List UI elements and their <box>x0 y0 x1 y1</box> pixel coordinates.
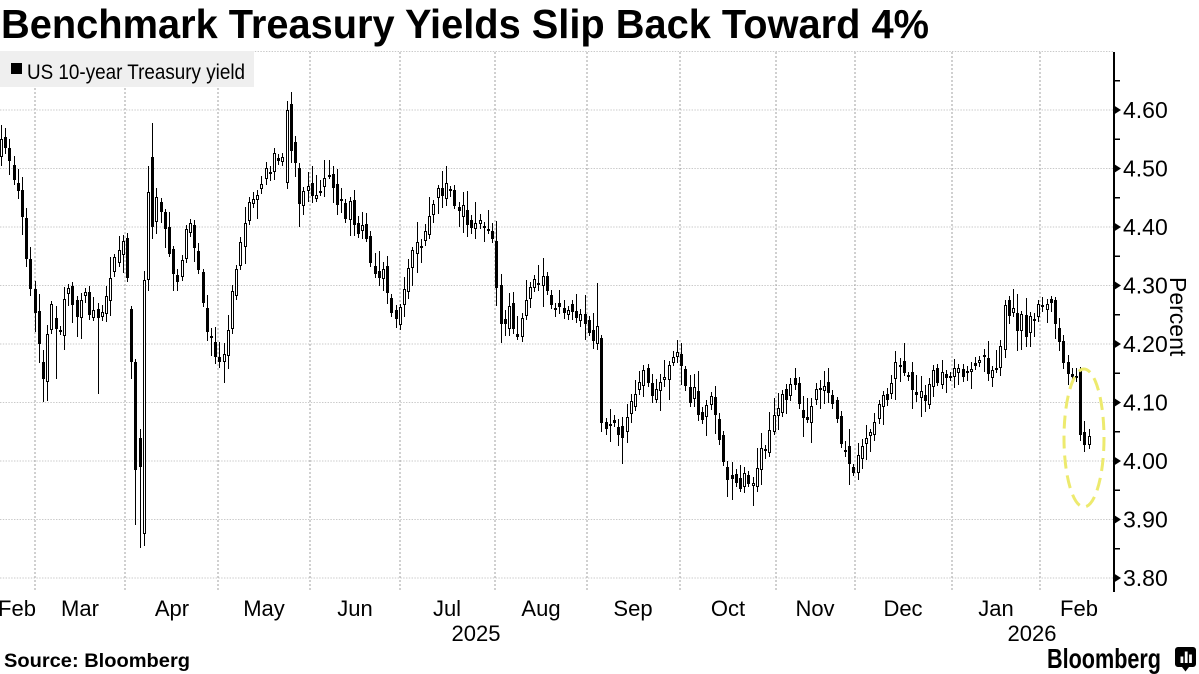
svg-text:Dec: Dec <box>883 596 922 621</box>
svg-text:4.20: 4.20 <box>1123 331 1168 357</box>
svg-text:Sep: Sep <box>613 596 652 621</box>
svg-text:Bloomberg: Bloomberg <box>1047 643 1161 674</box>
svg-text:Percent: Percent <box>1165 277 1191 357</box>
svg-text:Jun: Jun <box>337 596 372 621</box>
svg-text:4.00: 4.00 <box>1123 448 1168 474</box>
svg-text:3.90: 3.90 <box>1123 507 1168 533</box>
svg-text:US 10-year Treasury yield: US 10-year Treasury yield <box>27 61 245 84</box>
svg-text:Jan: Jan <box>978 596 1013 621</box>
svg-text:4.30: 4.30 <box>1123 273 1168 299</box>
svg-text:Feb: Feb <box>1060 596 1098 621</box>
svg-text:Feb: Feb <box>0 596 36 621</box>
svg-text:Jul: Jul <box>433 596 461 621</box>
svg-text:Mar: Mar <box>61 596 99 621</box>
svg-text:May: May <box>243 596 285 621</box>
svg-text:Aug: Aug <box>521 596 560 621</box>
svg-text:3.80: 3.80 <box>1123 565 1168 591</box>
svg-text:2026: 2026 <box>1008 621 1057 646</box>
svg-text:4.50: 4.50 <box>1123 156 1168 182</box>
svg-text:4.60: 4.60 <box>1123 97 1168 123</box>
svg-text:4.10: 4.10 <box>1123 390 1168 416</box>
svg-text:Source: Bloomberg: Source: Bloomberg <box>4 651 190 672</box>
svg-text:Benchmark Treasury Yields Slip: Benchmark Treasury Yields Slip Back Towa… <box>1 1 929 47</box>
svg-text:Apr: Apr <box>155 596 189 621</box>
svg-text:Oct: Oct <box>711 596 745 621</box>
svg-text:Nov: Nov <box>795 596 834 621</box>
svg-text:4.40: 4.40 <box>1123 214 1168 240</box>
svg-text:2025: 2025 <box>452 621 501 646</box>
